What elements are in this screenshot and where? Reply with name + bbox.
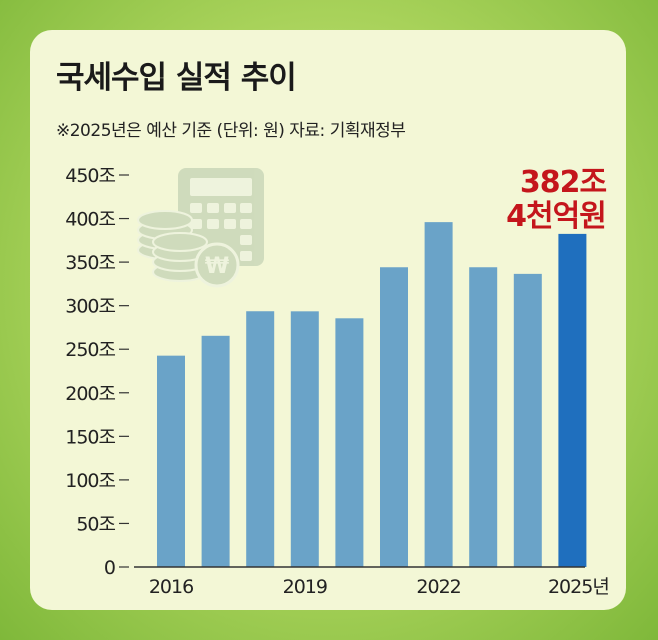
calculator-and-coins-icon: ₩: [137, 168, 264, 288]
annotation-line-2: 4천억원: [506, 199, 606, 234]
chart-subtitle: ※2025년은 예산 기준 (단위: 원) 자료: 기획재정부: [56, 121, 406, 141]
x-tick-label: 2025년: [548, 576, 609, 598]
y-tick-label: 350조: [65, 252, 115, 274]
highlight-annotation: 382조 4천억원: [506, 165, 607, 234]
y-tick-label: 300조: [65, 296, 115, 318]
bar-2018: [246, 311, 275, 567]
svg-text:₩: ₩: [205, 254, 229, 279]
bar-2023: [469, 267, 498, 567]
bar-2021: [380, 267, 408, 567]
y-tick-label: 400조: [65, 209, 115, 231]
y-tick-label: 200조: [65, 383, 115, 405]
x-tick-label: 2016: [149, 576, 193, 598]
bar-2019: [290, 311, 319, 567]
bar-2024: [513, 273, 542, 567]
bar-2016: [157, 355, 185, 567]
annotation-line-1: 382조: [520, 165, 607, 200]
y-tick-label: 0: [104, 557, 115, 579]
x-tick-label: 2019: [283, 576, 327, 598]
bar-2025: [558, 233, 587, 567]
chart-title: 국세수입 실적 추이: [56, 60, 297, 96]
y-tick-label: 100조: [65, 470, 115, 492]
y-tick-label: 250조: [65, 339, 115, 361]
bar-2022: [424, 222, 453, 567]
y-tick-label: 450조: [65, 165, 115, 187]
x-tick-label: 2022: [416, 576, 460, 598]
bar-2017: [201, 335, 230, 567]
bar-2020: [335, 318, 364, 567]
y-tick-label: 150조: [65, 426, 115, 448]
y-tick-label: 50조: [76, 513, 115, 535]
